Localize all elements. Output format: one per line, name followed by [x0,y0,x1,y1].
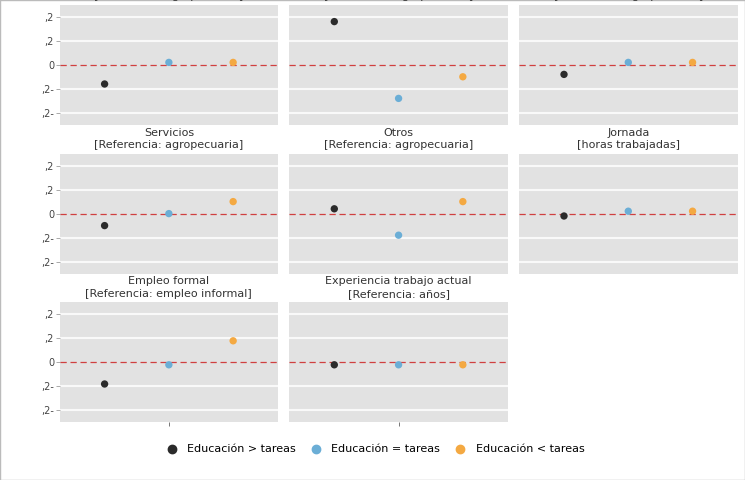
Point [393,231,405,239]
Point [558,71,570,78]
Title: Industria manufacturera
[Referencia: agropecuaria]: Industria manufacturera [Referencia: agr… [324,0,473,1]
Title: Servicios
[Referencia: agropecuaria]: Servicios [Referencia: agropecuaria] [94,128,244,150]
Point [622,59,634,66]
Point [393,95,405,102]
Point [227,337,239,345]
Point [687,59,699,66]
Point [622,207,634,215]
Title: Experiencia trabajo actual
[Referencia: años]: Experiencia trabajo actual [Referencia: … [326,276,472,299]
Title: Construcción
[Referencia: agropecuaria]: Construcción [Referencia: agropecuaria] [94,0,244,1]
Point [227,198,239,205]
Point [457,198,469,205]
Point [98,222,110,229]
Point [163,210,175,217]
Point [558,212,570,220]
Title: Otros
[Referencia: agropecuaria]: Otros [Referencia: agropecuaria] [324,128,473,150]
Point [98,80,110,88]
Point [163,361,175,369]
Point [329,18,340,25]
Point [457,361,469,369]
Point [329,205,340,213]
Legend: Educación > tareas, Educación = tareas, Educación < tareas: Educación > tareas, Educación = tareas, … [156,439,589,458]
Point [163,59,175,66]
Point [457,73,469,81]
Title: Comercio
[Referencia: agropecuaria]: Comercio [Referencia: agropecuaria] [554,0,703,1]
Point [98,380,110,388]
Point [227,59,239,66]
Title: Jornada
[horas trabajadas]: Jornada [horas trabajadas] [577,128,679,150]
Point [687,207,699,215]
Point [393,361,405,369]
Title: Empleo formal
[Referencia: empleo informal]: Empleo formal [Referencia: empleo inform… [86,276,253,299]
Point [329,361,340,369]
